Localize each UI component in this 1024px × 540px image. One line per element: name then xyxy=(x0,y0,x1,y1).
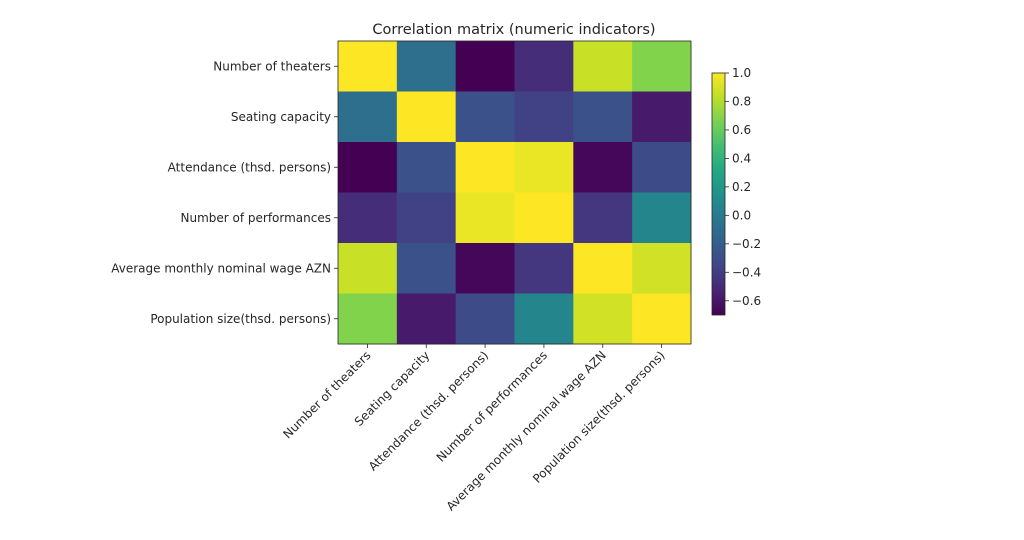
y-tick-label: Number of theaters xyxy=(213,59,331,73)
heatmap-cell xyxy=(396,91,457,143)
heatmap-cells xyxy=(338,41,692,345)
colorbar-tick-label: −0.6 xyxy=(732,294,761,308)
y-tick-labels: Number of theaters Seating capacity Attend… xyxy=(111,59,338,326)
heatmap-cell xyxy=(455,142,515,193)
heatmap-cell xyxy=(573,243,633,294)
heatmap-cell xyxy=(632,91,692,143)
colorbar xyxy=(711,72,726,316)
y-tick-label: Population size(thsd. persons) xyxy=(150,312,331,326)
y-tick-label: Average monthly nominal wage AZN xyxy=(111,261,331,275)
heatmap-cell xyxy=(514,192,574,244)
heatmap-cell xyxy=(514,293,574,345)
heatmap-cell xyxy=(338,192,398,244)
colorbar-tick-label: 0.2 xyxy=(732,180,751,194)
y-tick-label: Number of performances xyxy=(180,211,331,225)
heatmap-cell xyxy=(338,293,398,345)
y-tick-label: Seating capacity xyxy=(231,110,331,124)
y-tick-label: Attendance (thsd. persons) xyxy=(168,160,331,174)
heatmap-cell xyxy=(573,293,633,345)
heatmap-cell xyxy=(455,41,515,92)
heatmap-cell xyxy=(573,41,633,92)
heatmap-cell xyxy=(396,142,457,193)
heatmap-cell xyxy=(573,192,633,244)
colorbar-tick-label: −0.4 xyxy=(732,265,761,279)
heatmap-cell xyxy=(514,243,574,294)
x-tick-label: Population size(thsd. persons) xyxy=(530,348,668,486)
colorbar-tick-label: 0.0 xyxy=(732,208,751,222)
heatmap-cell xyxy=(455,192,515,244)
x-tick-label: Attendance (thsd. persons) xyxy=(366,348,491,473)
heatmap-cell xyxy=(396,41,457,92)
colorbar-tick-label: −0.2 xyxy=(732,237,761,251)
heatmap-frame xyxy=(337,40,692,345)
x-tick-label: Number of performances xyxy=(434,348,550,464)
heatmap-cell xyxy=(338,142,398,193)
heatmap-cell xyxy=(338,91,398,143)
heatmap-cell xyxy=(338,243,398,294)
heatmap-cell xyxy=(632,142,692,193)
heatmap-cell xyxy=(632,192,692,244)
heatmap-cell xyxy=(455,293,515,345)
colorbar-tick-label: 0.4 xyxy=(732,151,751,165)
heatmap-cell xyxy=(514,41,574,92)
colorbar-ticks: 1.0 0.8 0.6 0.4 0.2 0.0 −0.2 −0.4 −0.6 xyxy=(725,66,761,308)
heatmap-cell xyxy=(396,192,457,244)
heatmap-cell xyxy=(632,41,692,92)
colorbar-tick-label: 0.8 xyxy=(732,94,751,108)
heatmap-cell xyxy=(632,293,692,345)
heatmap-cell xyxy=(514,142,574,193)
heatmap-cell xyxy=(396,293,457,345)
heatmap-cell xyxy=(338,41,398,92)
heatmap-cell xyxy=(632,243,692,294)
chart-title: Correlation matrix (numeric indicators) xyxy=(372,22,655,38)
heatmap-cell xyxy=(573,91,633,143)
heatmap-cell xyxy=(573,142,633,193)
colorbar-tick-label: 1.0 xyxy=(732,66,751,80)
heatmap-cell xyxy=(455,243,515,294)
heatmap-cell xyxy=(514,91,574,143)
colorbar-tick-label: 0.6 xyxy=(732,123,751,137)
heatmap-cell xyxy=(396,243,457,294)
heatmap-cell xyxy=(455,91,515,143)
